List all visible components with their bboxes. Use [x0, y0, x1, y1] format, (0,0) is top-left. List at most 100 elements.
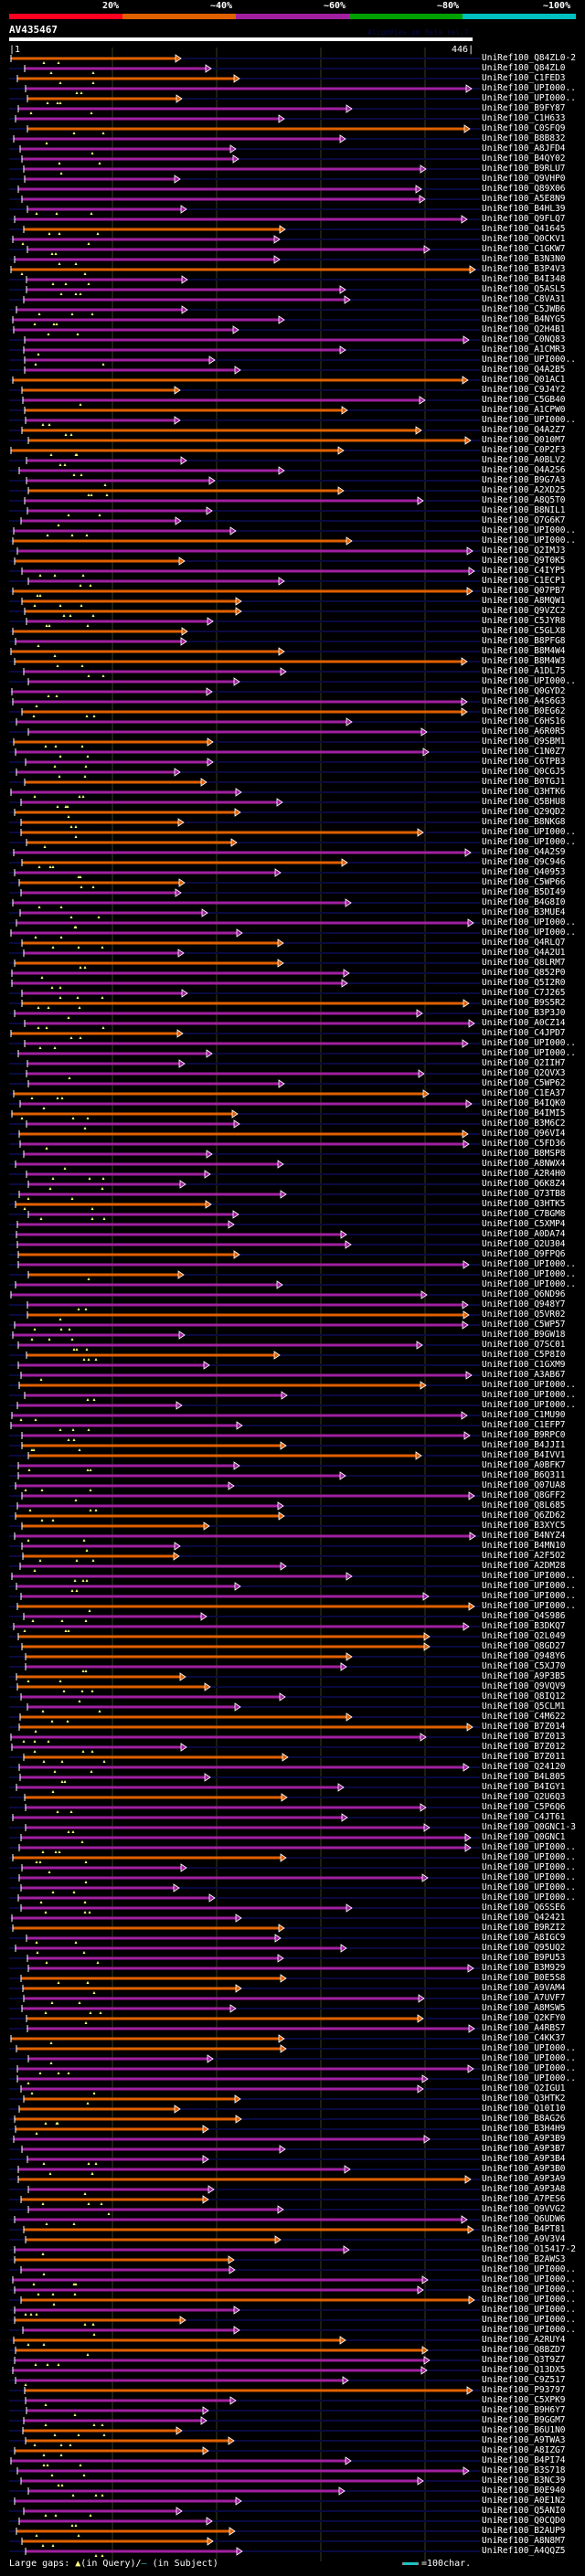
hit-track[interactable]	[9, 175, 480, 184]
hit-track[interactable]	[9, 737, 480, 747]
hit-track[interactable]	[9, 888, 480, 897]
hit-track[interactable]	[9, 2336, 480, 2346]
hit-label[interactable]: UniRef100_Q8L685	[482, 1500, 566, 1511]
hit-label[interactable]: UniRef100_B8AG26	[482, 2114, 566, 2124]
hit-label[interactable]: UniRef100_Q96VI4	[482, 1129, 566, 1139]
hit-label[interactable]: UniRef100_B4QY02	[482, 154, 566, 164]
hit-label[interactable]: UniRef100_A9P3B7	[482, 2144, 566, 2154]
hit-track[interactable]	[9, 305, 480, 315]
hit-label[interactable]: UniRef100_B6U1N0	[482, 2425, 566, 2435]
hit-track[interactable]	[9, 1984, 480, 1994]
hit-track[interactable]	[9, 2306, 480, 2316]
hit-track[interactable]	[9, 989, 480, 999]
hit-label[interactable]: UniRef100_B4JJI1	[482, 1440, 566, 1450]
hit-track[interactable]	[9, 1572, 480, 1582]
hit-track[interactable]	[9, 969, 480, 979]
hit-label[interactable]: UniRef100_Q4A2S9	[482, 847, 566, 857]
hit-label[interactable]: UniRef100_UPI000..	[482, 827, 576, 837]
hit-track[interactable]	[9, 295, 480, 304]
hit-track[interactable]	[9, 1160, 480, 1170]
hit-label[interactable]: UniRef100_UPI000..	[482, 2305, 576, 2315]
hit-track[interactable]	[9, 2486, 480, 2496]
hit-track[interactable]	[9, 406, 480, 415]
hit-label[interactable]: UniRef100_C1MU90	[482, 1410, 566, 1420]
hit-track[interactable]	[9, 1461, 480, 1471]
hit-track[interactable]	[9, 1150, 480, 1159]
hit-track[interactable]	[9, 1954, 480, 1964]
hit-track[interactable]	[9, 938, 480, 949]
hit-label[interactable]: UniRef100_A1DL75	[482, 666, 566, 676]
hit-label[interactable]: UniRef100_C5WP66	[482, 877, 566, 887]
hit-label[interactable]: UniRef100_Q6K8Z4	[482, 1179, 566, 1189]
hit-label[interactable]: UniRef100_Q010M7	[482, 435, 566, 445]
hit-track[interactable]	[9, 245, 480, 255]
hit-track[interactable]	[9, 2527, 480, 2537]
hit-track[interactable]	[9, 1320, 480, 1330]
hit-label[interactable]: UniRef100_Q5ANI0	[482, 2506, 566, 2516]
hit-track[interactable]	[9, 195, 480, 204]
hit-track[interactable]	[9, 858, 480, 868]
hit-label[interactable]: UniRef100_Q0GNC1	[482, 1832, 566, 1842]
hit-label[interactable]: UniRef100_Q07PB7	[482, 586, 566, 596]
hit-label[interactable]: UniRef100_C5GB40	[482, 395, 566, 405]
hit-label[interactable]: UniRef100_C5WP57	[482, 1320, 566, 1330]
hit-label[interactable]: UniRef100_UPI000..	[482, 2325, 576, 2335]
hit-label[interactable]: UniRef100_Q07UA8	[482, 1480, 566, 1490]
hit-label[interactable]: UniRef100_A8IZG7	[482, 2445, 566, 2455]
hit-track[interactable]	[9, 164, 480, 175]
hit-label[interactable]: UniRef100_A7UVF7	[482, 1993, 566, 2003]
hit-label[interactable]: UniRef100_Q948Y7	[482, 1299, 566, 1309]
hit-track[interactable]	[9, 114, 480, 123]
hit-label[interactable]: UniRef100_B7Z012	[482, 1742, 566, 1752]
hit-label[interactable]: UniRef100_C7J265	[482, 988, 566, 998]
hit-track[interactable]	[9, 848, 480, 857]
hit-label[interactable]: UniRef100_Q7G6K7	[482, 515, 566, 525]
hit-label[interactable]: UniRef100_Q2IMJ3	[482, 546, 566, 556]
hit-label[interactable]: UniRef100_Q4A2U1	[482, 948, 566, 958]
hit-label[interactable]: UniRef100_B9H6Y7	[482, 2405, 566, 2415]
hit-label[interactable]: UniRef100_B4PI74	[482, 2455, 566, 2465]
hit-label[interactable]: UniRef100_C6TPB3	[482, 757, 566, 767]
hit-track[interactable]	[9, 657, 480, 667]
hit-track[interactable]	[9, 1903, 480, 1913]
hit-label[interactable]: UniRef100_Q95UQ2	[482, 1943, 566, 1953]
hit-label[interactable]: UniRef100_A1CPW0	[482, 405, 566, 415]
hit-track[interactable]	[9, 1793, 480, 1802]
hit-label[interactable]: UniRef100_B4IVV1	[482, 1450, 566, 1460]
hit-track[interactable]	[9, 496, 480, 505]
hit-track[interactable]	[9, 2265, 480, 2275]
hit-track[interactable]	[9, 2034, 480, 2044]
hit-label[interactable]: UniRef100_Q9FPQ6	[482, 1249, 566, 1259]
hit-track[interactable]	[9, 285, 480, 295]
hit-track[interactable]	[9, 2205, 480, 2215]
hit-track[interactable]	[9, 1240, 480, 1249]
hit-track[interactable]	[9, 2476, 480, 2486]
hit-track[interactable]	[9, 1542, 480, 1552]
hit-track[interactable]	[9, 516, 480, 526]
hit-track[interactable]	[9, 144, 480, 154]
hit-label[interactable]: UniRef100_UPI000..	[482, 1842, 576, 1852]
hit-label[interactable]: UniRef100_C4M622	[482, 1712, 566, 1722]
hit-track[interactable]	[9, 185, 480, 194]
hit-label[interactable]: UniRef100_B9G7A3	[482, 475, 566, 485]
hit-label[interactable]: UniRef100_A9P3B4	[482, 2154, 566, 2164]
hit-track[interactable]	[9, 597, 480, 607]
hit-track[interactable]	[9, 667, 480, 677]
hit-label[interactable]: UniRef100_B4IMI5	[482, 1108, 566, 1118]
hit-track[interactable]	[9, 154, 480, 164]
hit-track[interactable]	[9, 416, 480, 426]
hit-track[interactable]	[9, 1049, 480, 1058]
hit-label[interactable]: UniRef100_A9TWA3	[482, 2435, 566, 2445]
hit-track[interactable]	[9, 205, 480, 215]
hit-label[interactable]: UniRef100_Q8BZD7	[482, 2345, 566, 2355]
hit-label[interactable]: UniRef100_Q0CQD0	[482, 2516, 566, 2526]
hit-label[interactable]: UniRef100_Q84ZL0	[482, 63, 566, 73]
hit-track[interactable]	[9, 747, 480, 758]
hit-label[interactable]: UniRef100_Q0GNC1-3	[482, 1822, 576, 1832]
hit-track[interactable]	[9, 788, 480, 798]
hit-track[interactable]	[9, 1190, 480, 1200]
hit-track[interactable]	[9, 134, 480, 144]
hit-track[interactable]	[9, 1662, 480, 1672]
hit-label[interactable]: UniRef100_A9P3B0	[482, 2164, 566, 2174]
hit-track[interactable]	[9, 1069, 480, 1079]
